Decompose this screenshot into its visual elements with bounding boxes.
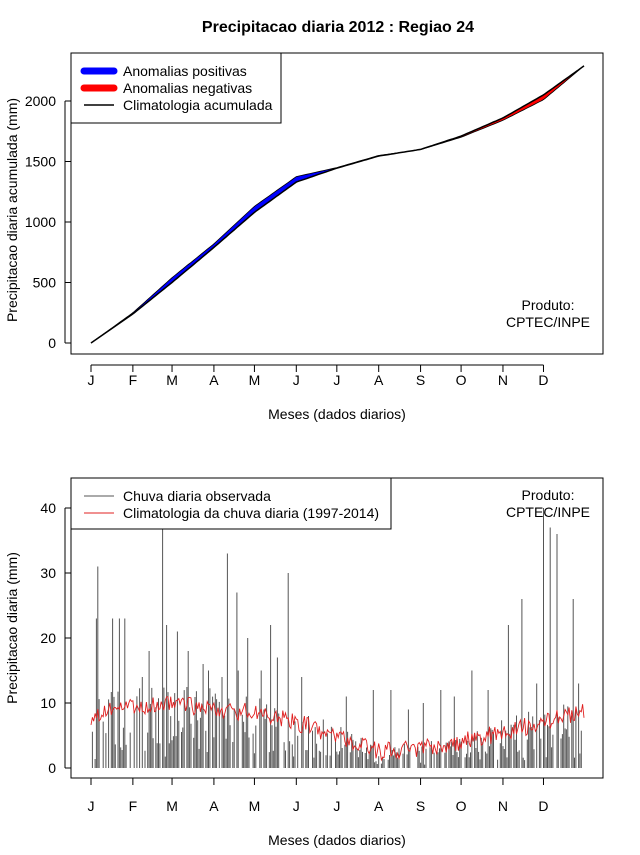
y-tick-label: 20 bbox=[40, 630, 56, 646]
negative-anomaly-area bbox=[409, 65, 584, 152]
x-tick-label: A bbox=[209, 372, 219, 388]
bottom-bars bbox=[91, 508, 582, 768]
x-tick-label: A bbox=[374, 372, 384, 388]
y-tick-label: 40 bbox=[40, 500, 56, 516]
bottom-annotation-line1: Produto: bbox=[522, 487, 575, 503]
y-tick-label: 1000 bbox=[25, 214, 56, 230]
bottom-legend: Chuva diaria observada Climatologia da c… bbox=[70, 477, 392, 530]
top-lines bbox=[90, 65, 585, 344]
top-ylabel: Precipitacao diaria acumulada (mm) bbox=[4, 98, 20, 322]
bottom-ylabel: Precipitacao diaria (mm) bbox=[4, 552, 20, 704]
bottom-y-axis: 0 10 20 30 40 bbox=[40, 500, 71, 776]
daily-panel: 0 10 20 30 40 J F M A M J J A S O N D Precipitacao diar… bbox=[4, 477, 604, 848]
legend-label-climatology: Climatologia acumulada bbox=[123, 97, 273, 113]
y-tick-label: 1500 bbox=[25, 154, 56, 170]
top-annotation-line2: CPTEC/INPE bbox=[506, 314, 590, 330]
x-tick-label: O bbox=[456, 798, 467, 814]
bottom-annotation-line2: CPTEC/INPE bbox=[506, 504, 590, 520]
top-annotation-line1: Produto: bbox=[522, 297, 575, 313]
chart-title: Precipitacao diaria 2012 : Regiao 24 bbox=[202, 19, 474, 36]
x-tick-label: N bbox=[498, 372, 508, 388]
y-tick-label: 2000 bbox=[25, 93, 56, 109]
x-tick-label: S bbox=[416, 372, 425, 388]
y-tick-label: 0 bbox=[48, 760, 56, 776]
x-tick-label: J bbox=[293, 372, 300, 388]
x-tick-label: J bbox=[88, 372, 95, 388]
top-plot-frame bbox=[70, 52, 604, 355]
x-tick-label: M bbox=[166, 372, 178, 388]
y-tick-label: 0 bbox=[48, 335, 56, 351]
x-tick-label: M bbox=[249, 372, 261, 388]
legend-label-observed: Chuva diaria observada bbox=[123, 488, 271, 504]
y-tick-label: 30 bbox=[40, 565, 56, 581]
x-tick-label: J bbox=[333, 372, 340, 388]
x-tick-label: M bbox=[249, 798, 261, 814]
x-tick-label: J bbox=[333, 798, 340, 814]
bottom-climatology bbox=[90, 696, 585, 762]
x-tick-label: F bbox=[129, 372, 138, 388]
climatology-cumulative-line bbox=[90, 65, 585, 344]
bottom-xlabel: Meses (dados diarios) bbox=[268, 832, 406, 848]
cumulative-panel: 0 500 1000 1500 2000 J F M A M J J A S O N D Precipitac… bbox=[4, 52, 604, 422]
x-tick-label: J bbox=[88, 798, 95, 814]
y-tick-label: 500 bbox=[33, 275, 57, 291]
bottom-legend-box bbox=[70, 477, 392, 530]
x-tick-label: A bbox=[209, 798, 219, 814]
x-tick-label: D bbox=[538, 798, 548, 814]
y-tick-label: 10 bbox=[40, 695, 56, 711]
x-tick-label: O bbox=[456, 372, 467, 388]
legend-label-negative: Anomalias negativas bbox=[123, 80, 252, 96]
legend-label-clim-daily: Climatologia da chuva diaria (1997-2014) bbox=[123, 505, 379, 521]
x-tick-label: A bbox=[374, 798, 384, 814]
daily-climatology-line bbox=[90, 696, 585, 762]
x-tick-label: S bbox=[416, 798, 425, 814]
x-tick-label: J bbox=[293, 798, 300, 814]
x-tick-label: F bbox=[129, 798, 138, 814]
positive-anomaly-area bbox=[92, 151, 410, 343]
top-y-axis: 0 500 1000 1500 2000 bbox=[25, 93, 71, 351]
top-xlabel: Meses (dados diarios) bbox=[268, 406, 406, 422]
x-tick-label: M bbox=[166, 798, 178, 814]
legend-label-positive: Anomalias positivas bbox=[123, 63, 247, 79]
top-legend: Anomalias positivas Anomalias negativas … bbox=[70, 52, 282, 124]
x-tick-label: D bbox=[538, 372, 548, 388]
x-tick-label: N bbox=[498, 798, 508, 814]
